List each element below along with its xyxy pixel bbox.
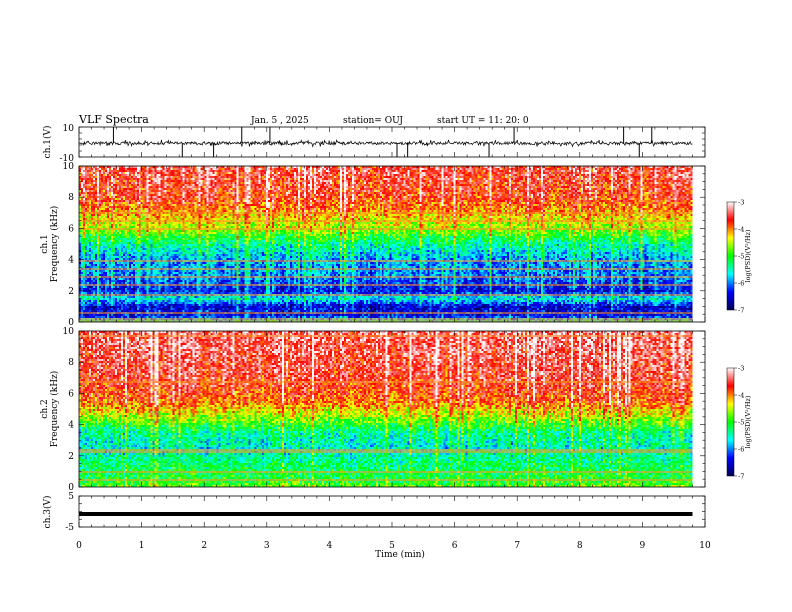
ch1-spectrogram-ytick-labels: 0 2 4 6 8 10 (63, 162, 75, 328)
y-tick-label: 2 (68, 452, 74, 462)
x-tick-label: 0 (76, 541, 82, 551)
colorbar-tick-label: -7 (738, 307, 744, 315)
spectrogram-raster (79, 166, 693, 322)
ch3-waveform-ticks (78, 495, 706, 528)
ch3-waveform-panel: 5 -5 ch.3(V) (42, 492, 706, 533)
y-tick-label: 10 (63, 327, 75, 337)
x-tick-label: 10 (699, 541, 711, 551)
x-tick-label: 1 (139, 541, 145, 551)
colorbar-tick-label: -3 (738, 199, 744, 207)
colorbar-tick-label: -5 (738, 253, 744, 261)
y-tick-label: 4 (68, 421, 74, 431)
colorbar-tick-label: -4 (738, 226, 744, 234)
ch2-spectrogram-panel: 0 2 4 6 8 10 ch.2 Frequency (kHz) (40, 327, 706, 493)
colorbar-tick-label: -4 (738, 392, 744, 400)
y-tick-label: 8 (68, 193, 74, 203)
ch2-colorbar-ticks: -3 -4 -5 -6 -7 (734, 365, 744, 481)
ch2-spectrogram-ytick-labels: 0 2 4 6 8 10 (63, 327, 75, 493)
x-axis-label: Time (min) (375, 549, 425, 560)
ch2-colorbar: -3 -4 -5 -6 -7 log(PSD)(V²/Hz) (726, 365, 752, 481)
ch1-colorbar-gradient (726, 201, 735, 311)
ch3-waveform-ylabel: ch.3(V) (42, 496, 53, 529)
ch1-waveform-ticks (78, 126, 706, 158)
colorbar-tick-label: -7 (738, 473, 744, 481)
x-tick-label: 3 (264, 541, 270, 551)
ch1-ytick-top: 10 (63, 124, 75, 134)
ch3-ytick-top: 5 (68, 492, 74, 502)
y-tick-label: 10 (63, 162, 75, 172)
ch1-colorbar: -3 -4 -5 -6 -7 log(PSD)(V²/Hz) (726, 199, 752, 315)
spectrogram-raster (79, 331, 693, 487)
station-label: station= OUJ (343, 116, 403, 126)
y-tick-label: 0 (68, 318, 74, 328)
colorbar-tick-label: -3 (738, 365, 744, 373)
colorbar-tick-label: -5 (738, 419, 744, 427)
ch1-ytick-bottom: -10 (60, 154, 75, 164)
ch2-colorbar-gradient (726, 367, 735, 477)
ch2-spectrogram-image (79, 331, 693, 487)
figure-title: VLF Spectra (78, 113, 149, 126)
y-tick-label: 8 (68, 358, 74, 368)
date-label: Jan. 5 , 2025 (250, 116, 309, 126)
ch2-colorbar-label: log(PSD)(V²/Hz) (744, 395, 752, 448)
ch2-spectrogram-ylabel-channel: ch.2 (40, 399, 50, 418)
y-tick-label: 6 (68, 224, 74, 234)
x-tick-label: 2 (201, 541, 207, 551)
x-tick-label: 4 (327, 541, 333, 551)
ch1-waveform-trace (78, 127, 693, 157)
ch1-colorbar-ticks: -3 -4 -5 -6 -7 (734, 199, 744, 315)
ch2-spectrogram-ylabel-frequency: Frequency (kHz) (49, 371, 60, 448)
ch1-spectrogram-ylabel-channel: ch.1 (40, 234, 50, 253)
ch2-spectrogram-ticks (78, 330, 706, 488)
colorbar-tick-label: -6 (738, 446, 744, 454)
ch1-spectrogram-ylabel-frequency: Frequency (kHz) (49, 206, 60, 283)
x-tick-label: 8 (577, 541, 583, 551)
x-tick-label: 9 (640, 541, 646, 551)
x-tick-label: 6 (452, 541, 458, 551)
y-tick-label: 0 (68, 483, 74, 493)
ch1-spectrogram-panel: 0 2 4 6 8 10 ch.1 Frequency (kHz) (40, 162, 706, 328)
ch1-noise-trace (78, 139, 693, 148)
x-tick-label: 7 (514, 541, 520, 551)
ch1-waveform-ylabel: ch.1(V) (42, 126, 53, 159)
x-axis-tick-labels: 0 1 2 3 4 5 6 7 8 9 10 (76, 541, 711, 551)
y-tick-label: 2 (68, 287, 74, 297)
y-tick-label: 4 (68, 256, 74, 266)
colorbar-tick-label: -6 (738, 280, 744, 288)
x-tick-label: 5 (389, 541, 395, 551)
ch1-waveform-panel: 10 -10 ch.1(V) (42, 124, 706, 164)
ch1-colorbar-label: log(PSD)(V²/Hz) (744, 229, 752, 282)
ch1-spectrogram-image (79, 166, 693, 322)
ch1-spectrogram-ticks (78, 165, 706, 323)
y-tick-label: 6 (68, 389, 74, 399)
ch3-ytick-bottom: -5 (65, 523, 74, 533)
start-time-label: start UT = 11: 20: 0 (437, 116, 529, 126)
